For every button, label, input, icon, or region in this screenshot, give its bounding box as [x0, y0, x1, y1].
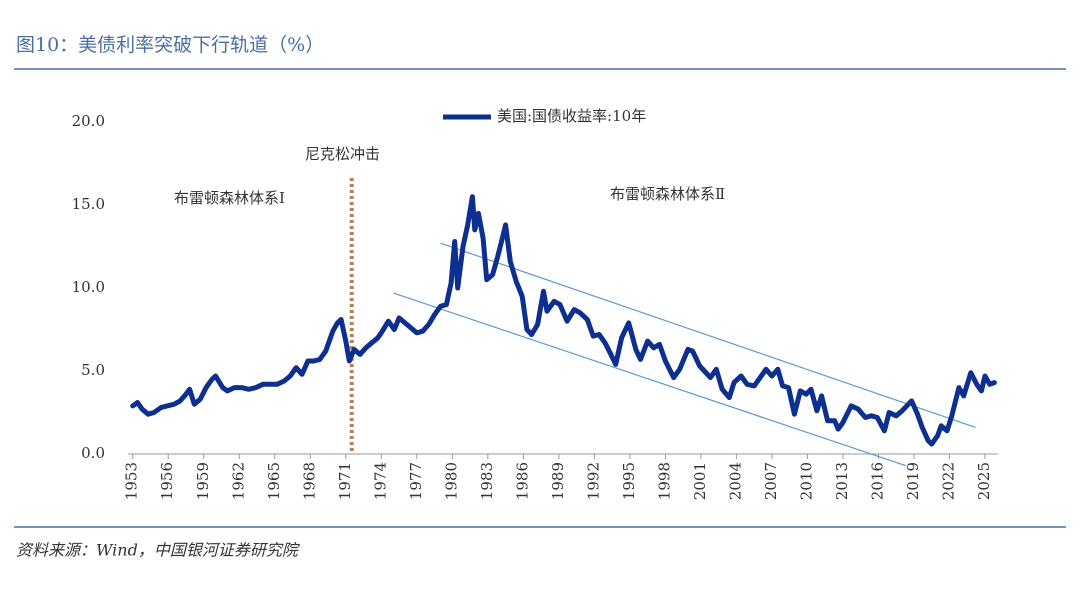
- x-tick-label: 1977: [407, 462, 425, 500]
- annotation: 尼克松冲击: [305, 145, 380, 163]
- x-tick-label: 1980: [442, 462, 460, 500]
- x-tick-label: 1965: [265, 462, 283, 500]
- x-tick-label: 1974: [371, 462, 389, 500]
- page-title: 图10：美债利率突破下行轨道（%）: [16, 34, 324, 56]
- x-tick-label: 1959: [194, 462, 212, 500]
- y-tick-label: 5.0: [81, 361, 105, 379]
- x-tick-label: 1989: [549, 462, 567, 500]
- x-tick-label: 1971: [336, 462, 354, 500]
- x-tick-label: 2010: [797, 462, 815, 500]
- x-tick-label: 2022: [939, 462, 957, 500]
- x-tick-label: 1998: [655, 462, 673, 500]
- x-tick-label: 2019: [904, 462, 922, 500]
- source-note: 资料来源：Wind，中国银河证券研究院: [16, 541, 301, 560]
- data-line: [130, 194, 997, 447]
- x-tick-label: 1968: [300, 462, 318, 500]
- annotation: 布雷顿森林体系Ⅱ: [610, 185, 725, 203]
- trend-line: [440, 242, 976, 429]
- annotation: 布雷顿森林体系Ⅰ: [174, 189, 285, 207]
- y-tick-label: 0.0: [81, 444, 105, 462]
- trend-line: [392, 292, 906, 467]
- y-tick-label: 10.0: [72, 278, 105, 296]
- x-tick-label: 1953: [123, 462, 141, 500]
- x-tick-label: 1995: [620, 462, 638, 500]
- x-tick-label: 2016: [868, 462, 886, 500]
- x-tick-label: 2013: [833, 462, 851, 500]
- y-tick-label: 15.0: [72, 195, 105, 213]
- legend-label: 美国:国债收益率:10年: [497, 107, 646, 125]
- x-tick-label: 1986: [513, 462, 531, 500]
- x-tick-label: 2001: [691, 462, 709, 500]
- x-tick-label: 1992: [584, 462, 602, 500]
- x-tick-label: 2007: [762, 462, 780, 500]
- x-tick-label: 1983: [478, 462, 496, 500]
- y-tick-label: 20.0: [72, 112, 105, 130]
- x-tick-label: 2004: [726, 462, 744, 500]
- x-tick-label: 2025: [975, 462, 993, 500]
- x-tick-label: 1962: [229, 462, 247, 500]
- x-tick-label: 1956: [158, 462, 176, 500]
